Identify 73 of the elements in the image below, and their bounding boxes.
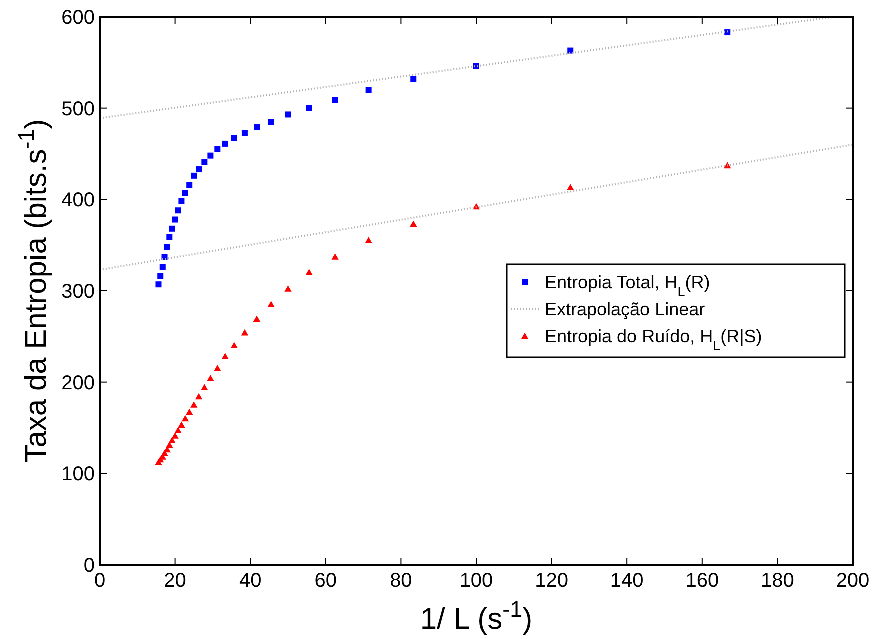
point bbox=[182, 190, 188, 196]
y-tick-label: 200 bbox=[62, 372, 95, 394]
point bbox=[162, 254, 168, 260]
point bbox=[178, 198, 185, 204]
y-tick-label: 300 bbox=[62, 281, 95, 303]
point bbox=[242, 130, 248, 136]
point bbox=[196, 166, 202, 173]
point bbox=[160, 264, 166, 270]
point bbox=[268, 119, 274, 126]
point bbox=[222, 353, 229, 360]
point bbox=[253, 316, 261, 322]
point bbox=[268, 301, 275, 308]
point bbox=[201, 384, 208, 391]
point bbox=[568, 48, 574, 54]
point bbox=[164, 244, 170, 250]
point bbox=[332, 254, 339, 260]
y-tick-label: 600 bbox=[62, 7, 95, 29]
x-tick-label: 140 bbox=[610, 570, 644, 592]
point bbox=[182, 415, 190, 422]
y-tick-label: 400 bbox=[62, 190, 95, 212]
point bbox=[186, 408, 194, 416]
point bbox=[169, 226, 176, 232]
point bbox=[190, 402, 198, 408]
point bbox=[158, 273, 164, 280]
point bbox=[172, 216, 178, 223]
point bbox=[175, 208, 182, 214]
point bbox=[172, 432, 179, 439]
point bbox=[186, 182, 193, 188]
point bbox=[410, 76, 417, 82]
x-tick-label: 80 bbox=[390, 570, 412, 592]
point bbox=[332, 97, 338, 104]
point bbox=[178, 422, 186, 428]
point bbox=[155, 459, 162, 466]
x-tick-label: 180 bbox=[761, 570, 794, 592]
point bbox=[241, 329, 249, 336]
point bbox=[366, 87, 372, 94]
x-axis-title: 1/ L (s$^{-1}$) bbox=[420, 596, 533, 636]
point bbox=[168, 437, 176, 444]
y-tick-label: 100 bbox=[62, 464, 95, 486]
x-tick-label: 120 bbox=[535, 570, 568, 592]
y-tick-label: 500 bbox=[62, 98, 95, 120]
point bbox=[306, 105, 312, 112]
point bbox=[285, 112, 292, 118]
x-tick-label: 20 bbox=[164, 570, 186, 592]
x-tick-label: 60 bbox=[314, 570, 338, 592]
point bbox=[365, 237, 372, 244]
legend-label: Extrapolação Linear bbox=[545, 300, 706, 320]
point bbox=[174, 427, 182, 434]
point bbox=[306, 269, 313, 276]
point bbox=[284, 286, 292, 292]
point bbox=[410, 220, 418, 228]
point bbox=[231, 135, 238, 142]
point bbox=[214, 365, 222, 372]
point bbox=[254, 124, 260, 131]
point bbox=[156, 282, 162, 288]
point bbox=[214, 146, 221, 152]
x-tick-label: 160 bbox=[686, 570, 720, 592]
point bbox=[202, 159, 208, 166]
point bbox=[191, 172, 198, 179]
legend-label: Entropia do Ruído, H$_{L}$(R|S) bbox=[545, 326, 762, 353]
point bbox=[222, 140, 228, 147]
y-tick-label: 0 bbox=[84, 555, 95, 577]
point bbox=[207, 375, 214, 382]
point bbox=[195, 393, 203, 400]
x-tick-label: 200 bbox=[836, 570, 870, 592]
x-tick-label: 100 bbox=[460, 570, 494, 592]
point bbox=[567, 184, 574, 190]
point bbox=[230, 342, 238, 348]
point bbox=[208, 152, 214, 159]
point bbox=[166, 442, 174, 448]
point bbox=[166, 234, 173, 240]
legend-label: Entropia Total, H$_{L}$(R) bbox=[545, 272, 710, 299]
x-tick-label: 40 bbox=[239, 570, 262, 592]
